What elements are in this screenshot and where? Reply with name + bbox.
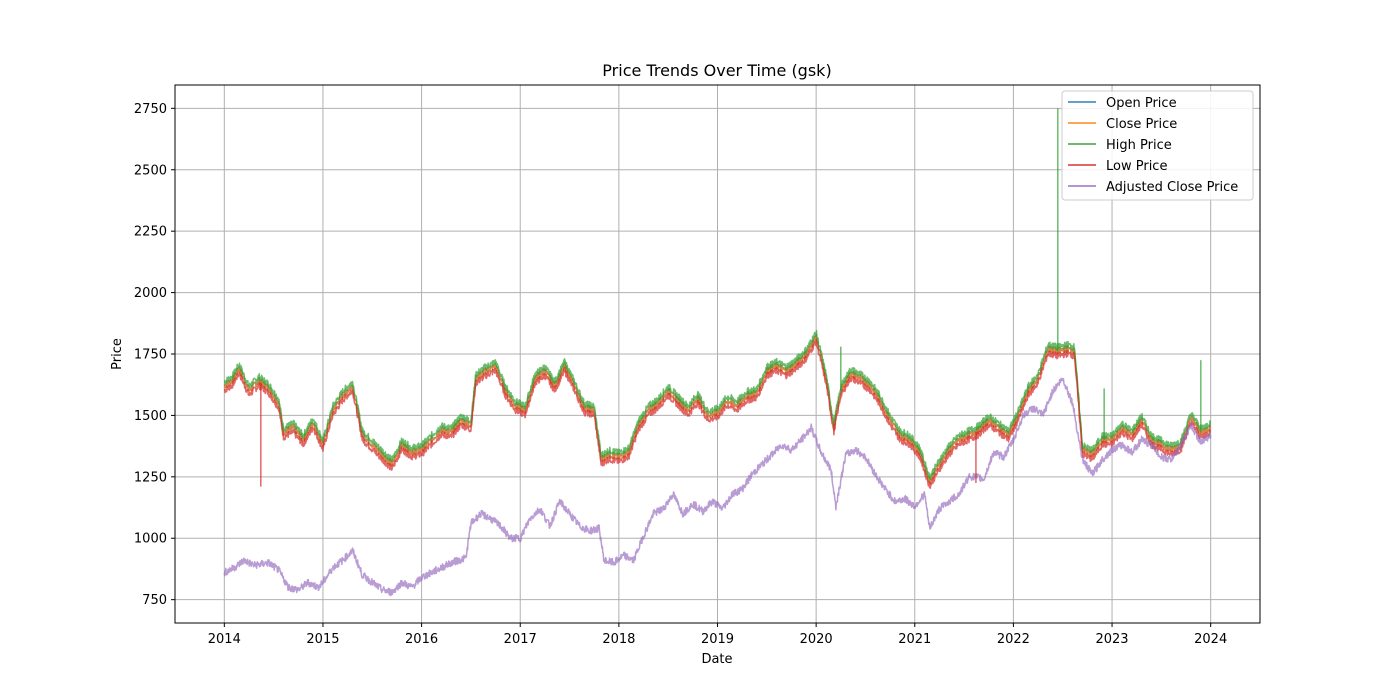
- x-tick-label: 2024: [1194, 632, 1227, 647]
- x-tick-label: 2015: [306, 632, 339, 647]
- y-axis-label: Price: [110, 338, 125, 370]
- legend-label-adjusted-close: Adjusted Close Price: [1106, 180, 1238, 195]
- x-axis-label: Date: [701, 652, 732, 667]
- y-axis-ticks: 750 1000 1250 1500 1750 2000 2250 2500 2750: [134, 102, 175, 608]
- x-tick-label: 2014: [208, 632, 241, 647]
- x-tick-label: 2023: [1095, 632, 1128, 647]
- series-lines: [223, 108, 1212, 597]
- x-tick-label: 2016: [405, 632, 438, 647]
- high-price-line: [223, 329, 1212, 481]
- x-tick-label: 2017: [504, 632, 537, 647]
- adjusted-close-price-line: [223, 377, 1212, 597]
- x-tick-label: 2019: [701, 632, 734, 647]
- legend-label-close: Close Price: [1106, 117, 1177, 132]
- close-price-line: [223, 334, 1212, 485]
- legend-box: [1061, 90, 1254, 201]
- y-tick-label: 2000: [134, 286, 167, 301]
- low-price-line: [223, 338, 1212, 489]
- x-tick-label: 2020: [800, 632, 833, 647]
- legend-label-high: High Price: [1106, 138, 1172, 153]
- legend-label-low: Low Price: [1106, 159, 1167, 174]
- y-tick-label: 1500: [134, 409, 167, 424]
- x-tick-label: 2022: [997, 632, 1030, 647]
- x-tick-label: 2021: [898, 632, 931, 647]
- legend: Open Price Close Price High Price Low Pr…: [1061, 90, 1254, 201]
- x-axis-ticks: 2014 2015 2016 2017 2018 2019 2020 2021 2022 2023…: [208, 623, 1227, 647]
- x-tick-label: 2018: [602, 632, 635, 647]
- y-tick-label: 1000: [134, 532, 167, 547]
- y-tick-label: 750: [142, 593, 167, 608]
- legend-label-open: Open Price: [1106, 96, 1177, 111]
- y-tick-label: 1750: [134, 348, 167, 363]
- chart-title: Price Trends Over Time (gsk): [602, 61, 831, 80]
- y-tick-label: 2500: [134, 163, 167, 178]
- y-tick-label: 1250: [134, 470, 167, 485]
- y-tick-label: 2250: [134, 225, 167, 240]
- y-tick-label: 2750: [134, 102, 167, 117]
